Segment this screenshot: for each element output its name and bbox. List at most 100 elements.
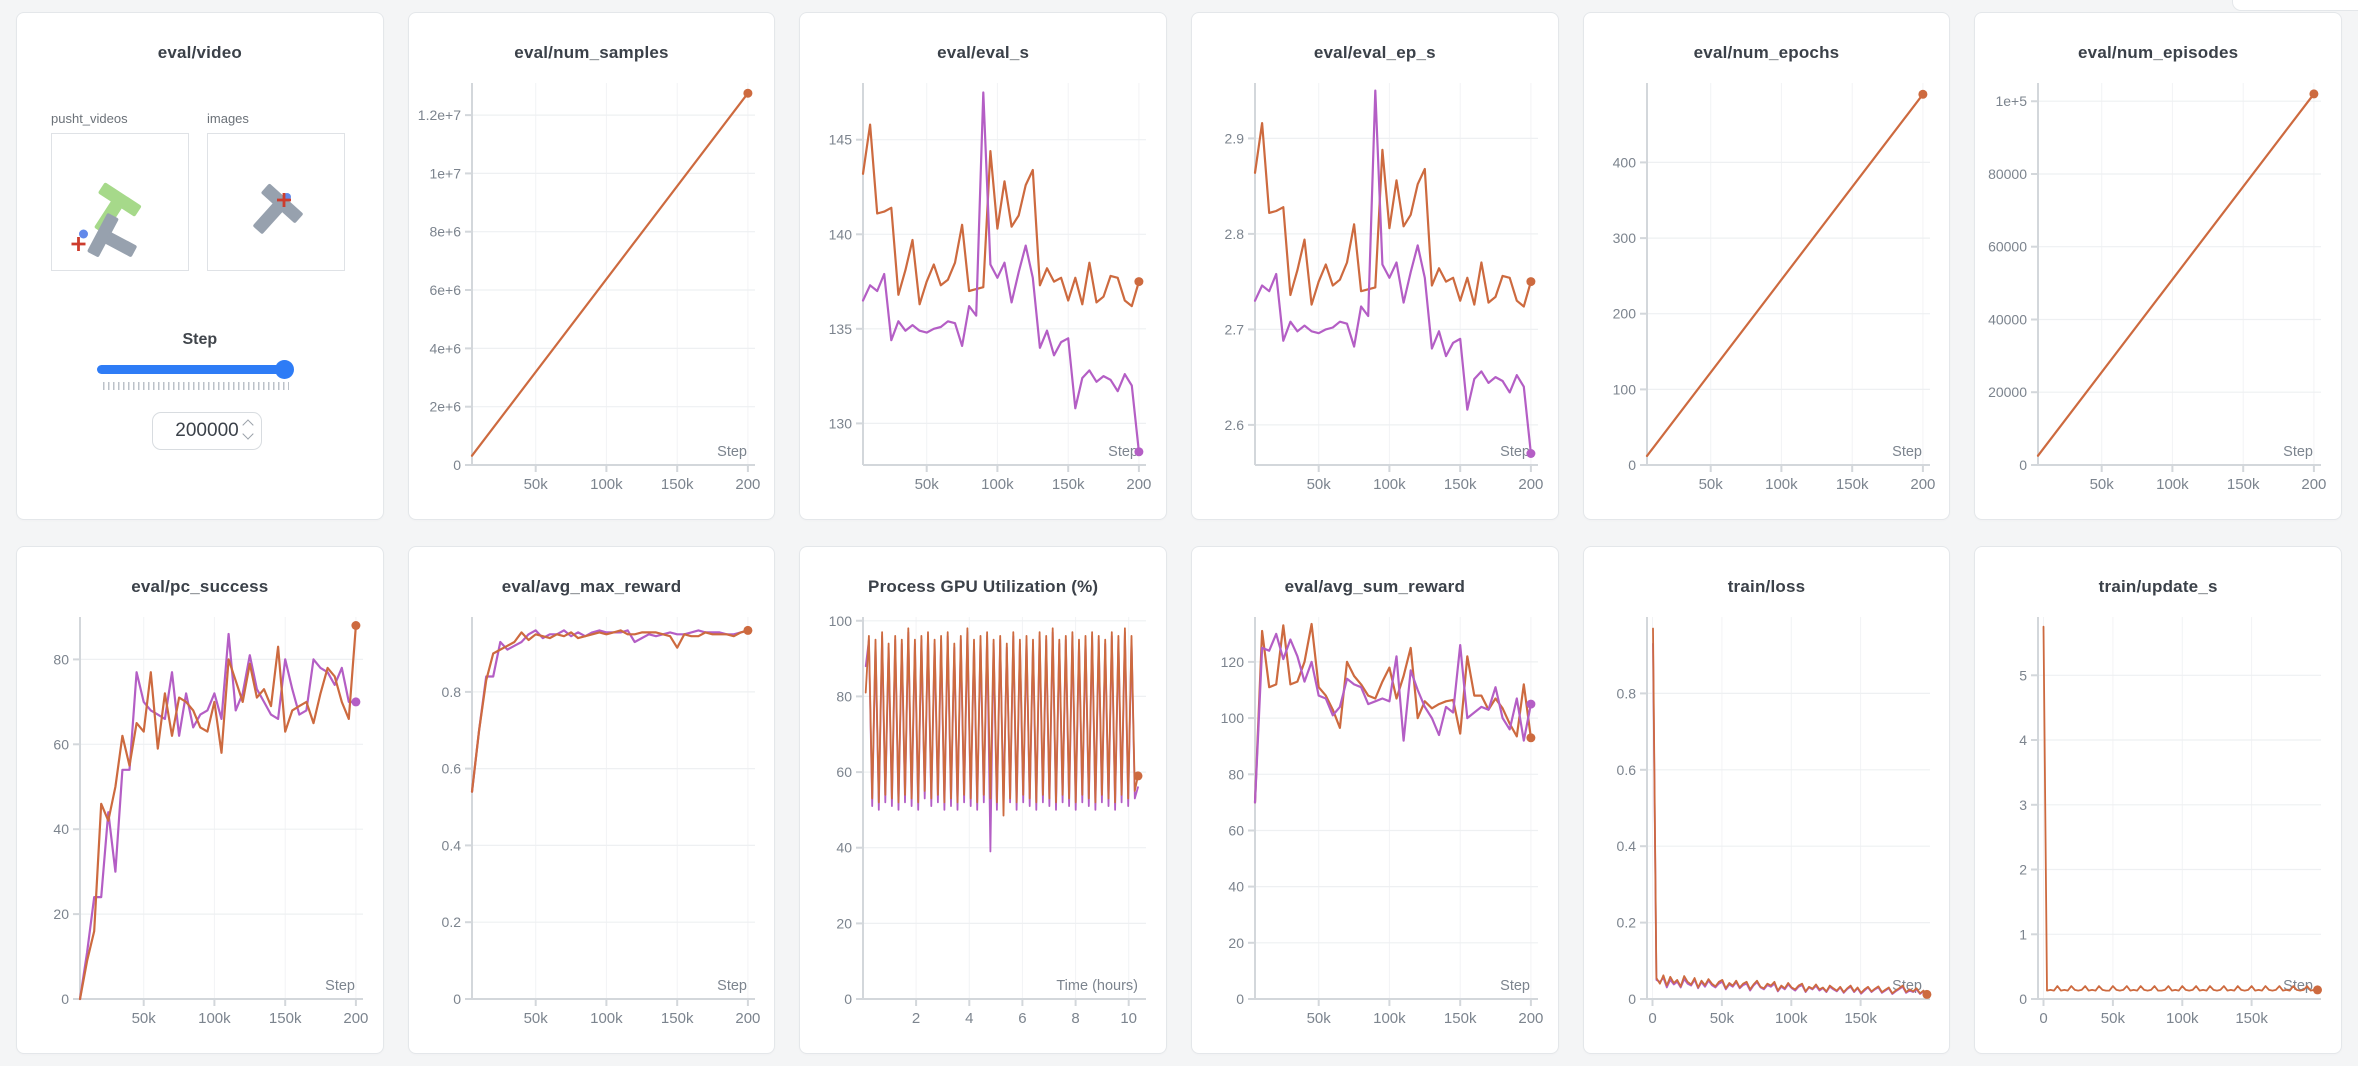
svg-text:40: 40 (837, 840, 853, 856)
svg-text:120: 120 (1221, 654, 1245, 670)
svg-text:200: 200 (1518, 1010, 1543, 1027)
svg-text:3: 3 (2020, 797, 2028, 813)
svg-text:2: 2 (912, 1010, 920, 1027)
svg-text:200: 200 (735, 476, 760, 493)
svg-text:Step: Step (2283, 444, 2313, 460)
chart-plot-area[interactable]: 130 135 140 145 50k 100k 150k 200 Step (808, 75, 1158, 511)
floating-panel-edge (2232, 0, 2358, 11)
svg-text:5: 5 (2020, 667, 2028, 683)
svg-text:150k: 150k (661, 476, 694, 493)
svg-text:8e+6: 8e+6 (429, 224, 461, 240)
svg-text:Step: Step (325, 978, 355, 994)
chart-plot-area[interactable]: 0 20 40 60 80 100 120 50k 100k 150k 200 Step (1200, 609, 1550, 1045)
svg-text:80: 80 (1228, 766, 1244, 782)
svg-text:130: 130 (829, 415, 853, 431)
chart-title: eval/pc_success (131, 577, 269, 596)
chart-title: eval/video (157, 43, 242, 62)
svg-text:0: 0 (2020, 991, 2028, 1007)
panel-train-loss: train/loss 0 0.2 0.4 0.6 0.8 0 50k 100k 150k Step (1582, 546, 1951, 1054)
panel-eval-eval-s: eval/eval_s 130 135 140 145 50k 100k 150k 200 St… (799, 12, 1167, 520)
svg-text:150k: 150k (2227, 476, 2260, 493)
chevron-down-icon[interactable] (242, 428, 254, 440)
svg-text:150k: 150k (1052, 476, 1085, 493)
chart-plot-area[interactable]: 0 2e+6 4e+6 6e+6 8e+6 1e+7 1.2e+7 50k 100k 150k 20… (417, 75, 767, 511)
svg-text:Step: Step (1500, 978, 1530, 994)
svg-text:60: 60 (837, 764, 853, 780)
panel-eval-avg-max-reward: eval/avg_max_reward 0 0.2 0.4 0.6 0.8 50k 100k… (407, 546, 776, 1054)
svg-text:200: 200 (1612, 306, 1636, 322)
svg-text:100k: 100k (2156, 476, 2189, 493)
svg-text:50k: 50k (1698, 476, 1723, 493)
step-slider-ruler (103, 382, 289, 390)
svg-text:100: 100 (1612, 381, 1636, 397)
svg-text:150k: 150k (1844, 1010, 1877, 1027)
blue-dot-marker (79, 229, 88, 239)
svg-text:0: 0 (61, 991, 69, 1007)
svg-text:0.6: 0.6 (1616, 762, 1636, 778)
svg-text:200: 200 (343, 1010, 368, 1027)
svg-text:2: 2 (2020, 862, 2028, 878)
media-label-images: images (207, 111, 249, 126)
svg-text:80: 80 (837, 688, 853, 704)
svg-text:40: 40 (53, 821, 69, 837)
chart-plot-area[interactable]: 0 20 40 60 80 100 2 4 6 8 10 Time (hours) (808, 609, 1158, 1045)
panel-eval-num-epochs: eval/num_epochs 0 100 200 300 400 50k 100k 150k… (1582, 12, 1951, 520)
svg-text:100k: 100k (198, 1010, 231, 1027)
step-value-text: 200000 (175, 420, 239, 441)
chart-title: eval/eval_s (937, 43, 1030, 62)
chart-plot-area[interactable]: 0 0.2 0.4 0.6 0.8 50k 100k 150k 200 Step (417, 609, 767, 1045)
svg-text:50k: 50k (523, 476, 548, 493)
svg-text:100: 100 (1221, 710, 1245, 726)
svg-text:100k: 100k (590, 476, 623, 493)
svg-text:1: 1 (2020, 926, 2028, 942)
svg-text:150k: 150k (661, 1010, 694, 1027)
stepper-arrows[interactable] (242, 419, 254, 440)
svg-text:100k: 100k (590, 1010, 623, 1027)
svg-text:50k: 50k (132, 1010, 157, 1027)
step-value-input[interactable]: 200000 (152, 412, 262, 450)
svg-text:60: 60 (1228, 823, 1244, 839)
svg-text:0.2: 0.2 (441, 914, 461, 930)
svg-text:200: 200 (735, 1010, 760, 1027)
step-slider-thumb[interactable] (275, 360, 294, 379)
chart-plot-area[interactable]: 0 100 200 300 400 50k 100k 150k 200 Step (1592, 75, 1942, 511)
svg-text:100k: 100k (2166, 1010, 2199, 1027)
svg-text:0.4: 0.4 (1616, 838, 1636, 854)
svg-text:50k: 50k (523, 1010, 548, 1027)
svg-text:40: 40 (1228, 879, 1244, 895)
svg-text:400: 400 (1612, 154, 1636, 170)
chart-plot-area[interactable]: 0 20 40 60 80 50k 100k 150k 200 Step (25, 609, 375, 1045)
svg-text:100k: 100k (1373, 476, 1406, 493)
svg-text:50k: 50k (1307, 1010, 1332, 1027)
svg-text:50k: 50k (1307, 476, 1332, 493)
chart-title: train/loss (1727, 577, 1806, 596)
svg-text:0.2: 0.2 (1616, 915, 1636, 931)
svg-text:300: 300 (1612, 230, 1636, 246)
video-thumbnail-pusht[interactable] (51, 133, 189, 271)
svg-text:0.4: 0.4 (441, 837, 461, 853)
red-cross-marker (71, 237, 86, 251)
svg-text:80: 80 (53, 651, 69, 667)
svg-text:0: 0 (453, 457, 461, 473)
svg-text:150k: 150k (2236, 1010, 2269, 1027)
chart-plot-area[interactable]: 0 20000 40000 60000 80000 1e+5 50k 100k 150k 200 S… (1983, 75, 2333, 511)
svg-text:0.6: 0.6 (441, 761, 461, 777)
chart-plot-area[interactable]: 2.6 2.7 2.8 2.9 50k 100k 150k 200 Step (1200, 75, 1550, 511)
svg-text:8: 8 (1072, 1010, 1080, 1027)
svg-text:145: 145 (829, 132, 853, 148)
svg-text:150k: 150k (1444, 476, 1477, 493)
svg-text:Step: Step (717, 444, 747, 460)
panel-eval-num-episodes: eval/num_episodes 0 20000 40000 60000 80000 1… (1974, 12, 2342, 520)
panel-eval-eval-ep-s: eval/eval_ep_s 2.6 2.7 2.8 2.9 50k 100k 150k 20… (1190, 12, 1559, 520)
chart-title: eval/num_episodes (2078, 43, 2239, 62)
svg-text:0: 0 (1628, 457, 1636, 473)
svg-text:0.8: 0.8 (1616, 685, 1636, 701)
svg-text:2e+6: 2e+6 (429, 399, 461, 415)
step-slider-track[interactable] (97, 365, 293, 374)
chart-plot-area[interactable]: 0 0.2 0.4 0.6 0.8 0 50k 100k 150k Step (1592, 609, 1942, 1045)
chart-plot-area[interactable]: 0 1 2 3 4 5 0 50k 100k 150k Step (1983, 609, 2333, 1045)
chart-title: eval/eval_ep_s (1313, 43, 1436, 62)
video-thumbnail-images[interactable] (207, 133, 345, 271)
svg-text:100k: 100k (1373, 1010, 1406, 1027)
